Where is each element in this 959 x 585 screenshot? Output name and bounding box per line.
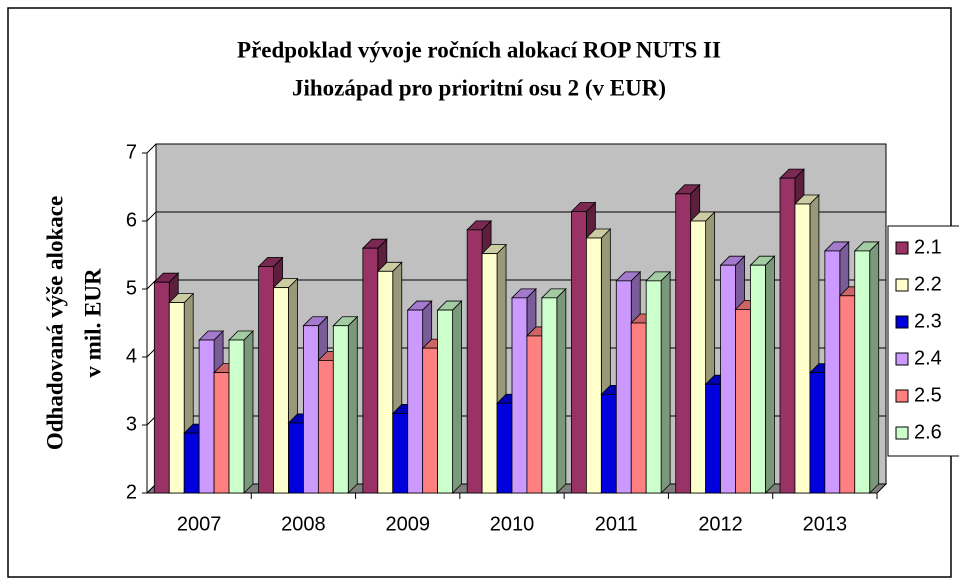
bar — [854, 250, 871, 494]
x-tick-label: 2008 — [281, 513, 326, 535]
bar — [362, 247, 379, 494]
bar — [720, 264, 736, 494]
x-tick-label: 2010 — [490, 513, 535, 535]
bar — [571, 211, 587, 494]
bar — [377, 270, 394, 494]
bar-side — [869, 240, 880, 494]
bar-side — [556, 287, 567, 494]
chart-title: Jihozápad pro prioritní osu 2 (v EUR) — [292, 75, 666, 100]
y-axis-label: Odhadovaná výše alokace — [42, 196, 67, 450]
bar — [273, 287, 289, 494]
bar — [824, 250, 841, 494]
legend-label: 2.3 — [914, 310, 942, 332]
bar — [466, 229, 483, 494]
bar — [213, 372, 230, 494]
bar — [198, 339, 215, 494]
bar — [332, 325, 349, 494]
bar — [511, 297, 528, 494]
bar-side — [765, 255, 775, 494]
legend-swatch — [895, 426, 909, 440]
x-tick-label: 2009 — [385, 513, 430, 535]
bar-side — [347, 315, 358, 494]
legend-swatch — [895, 241, 909, 255]
legend-swatch — [895, 389, 909, 403]
y-axis-label: v mil. EUR — [80, 268, 105, 378]
legend-label: 2.5 — [914, 384, 942, 406]
legend-label: 2.2 — [914, 273, 942, 295]
bar — [317, 359, 334, 494]
bar — [392, 413, 409, 494]
bar — [750, 264, 766, 494]
bar — [630, 322, 647, 494]
bar — [541, 297, 558, 494]
bar — [645, 280, 662, 494]
x-tick-label: 2007 — [177, 513, 222, 535]
bar — [794, 203, 811, 494]
bar — [258, 266, 274, 494]
bar — [585, 237, 602, 494]
bar — [407, 309, 424, 494]
chart-title: Předpoklad vývoje ročních alokací ROP NU… — [237, 37, 721, 62]
x-tick-label: 2012 — [698, 513, 743, 535]
bar — [675, 193, 692, 494]
bar — [600, 393, 617, 494]
bar — [288, 422, 304, 494]
bar — [735, 308, 751, 494]
legend-label: 2.1 — [914, 236, 942, 258]
bar — [809, 372, 826, 494]
bar — [228, 339, 245, 494]
bar — [303, 325, 319, 494]
y-tick-label: 3 — [126, 413, 137, 435]
x-tick-label: 2013 — [803, 513, 848, 535]
bar — [437, 309, 453, 494]
bar — [153, 281, 170, 494]
bar — [779, 177, 796, 494]
legend-swatch — [895, 352, 909, 366]
bar — [496, 402, 513, 494]
bar — [526, 335, 543, 494]
legend-label: 2.4 — [914, 347, 942, 369]
grid-line — [146, 211, 886, 222]
y-tick-label: 2 — [126, 481, 137, 503]
bar — [690, 220, 707, 494]
legend-swatch — [895, 278, 909, 292]
legend-label: 2.6 — [914, 421, 942, 443]
bar — [168, 302, 185, 494]
grid-line — [146, 143, 886, 154]
x-tick-label: 2011 — [595, 513, 638, 535]
y-tick-label: 5 — [126, 277, 137, 299]
bar — [183, 432, 200, 494]
legend-box — [887, 225, 959, 457]
y-tick-label: 6 — [126, 209, 137, 231]
bar — [481, 253, 498, 494]
bar — [839, 295, 856, 494]
bar — [615, 280, 632, 494]
y-tick-label: 4 — [126, 345, 137, 367]
bar-side — [452, 300, 462, 494]
bar-side — [660, 270, 671, 494]
bar — [422, 347, 439, 494]
y-tick-label: 7 — [126, 141, 137, 163]
bar-side — [243, 330, 254, 494]
legend-swatch — [895, 315, 909, 329]
bar — [705, 383, 721, 494]
